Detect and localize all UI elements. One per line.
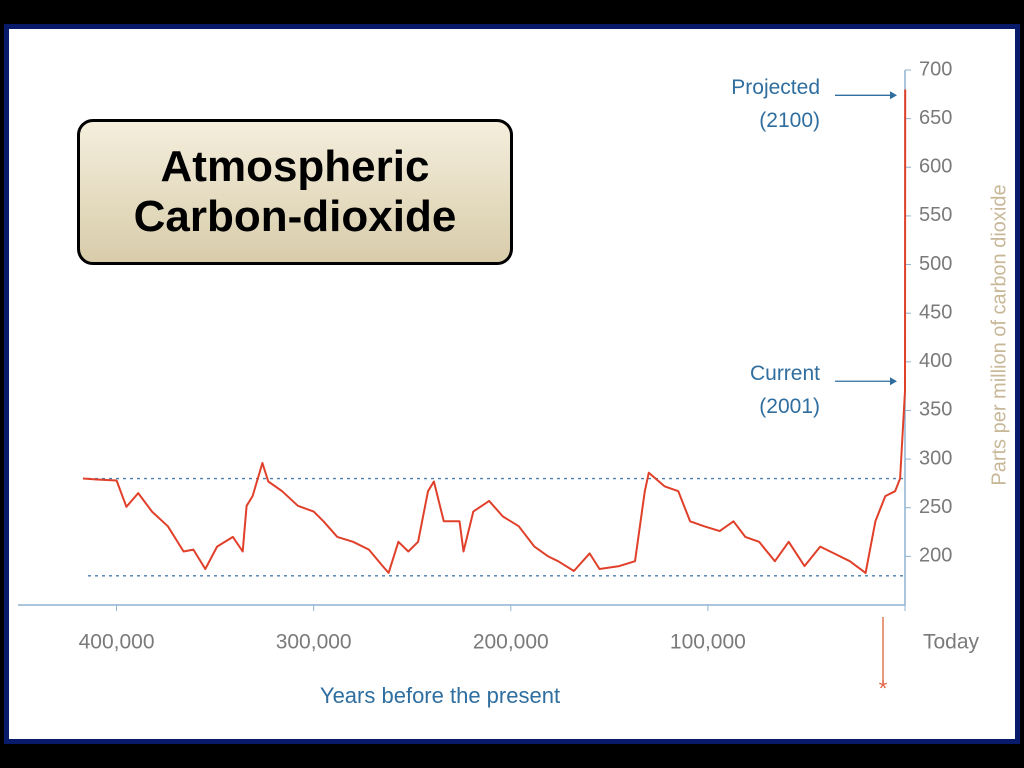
y-tick-label: 450 xyxy=(919,301,952,323)
y-tick-label: 350 xyxy=(919,399,952,421)
y-tick-label: 250 xyxy=(919,496,952,518)
today-asterisk: * xyxy=(879,676,888,701)
x-tick-label: 200,000 xyxy=(473,631,549,654)
annotation-arrowhead xyxy=(890,377,897,386)
title-box: Atmospheric Carbon-dioxide xyxy=(77,119,513,265)
y-tick-label: 650 xyxy=(919,107,952,129)
y-tick-label: 500 xyxy=(919,253,952,275)
x-tick-label: 300,000 xyxy=(276,631,352,654)
y-tick-label: 200 xyxy=(919,545,952,567)
y-tick-label: 600 xyxy=(919,156,952,178)
annotation-arrowhead xyxy=(890,91,897,100)
y-tick-label: 550 xyxy=(919,204,952,226)
y-axis-label: Parts per million of carbon dioxide xyxy=(988,184,1010,485)
annotation: Projected (2100) xyxy=(731,76,820,133)
y-tick-label: 400 xyxy=(919,350,952,372)
x-tick-label: 400,000 xyxy=(79,631,155,654)
x-tick-label: 100,000 xyxy=(670,631,746,654)
x-axis-label: Years before the present xyxy=(320,683,560,708)
y-tick-label: 700 xyxy=(919,58,952,80)
annotation: Current (2001) xyxy=(749,362,820,419)
y-tick-label: 300 xyxy=(919,447,952,469)
x-tick-label: Today xyxy=(923,631,980,654)
co2-line xyxy=(82,89,907,574)
